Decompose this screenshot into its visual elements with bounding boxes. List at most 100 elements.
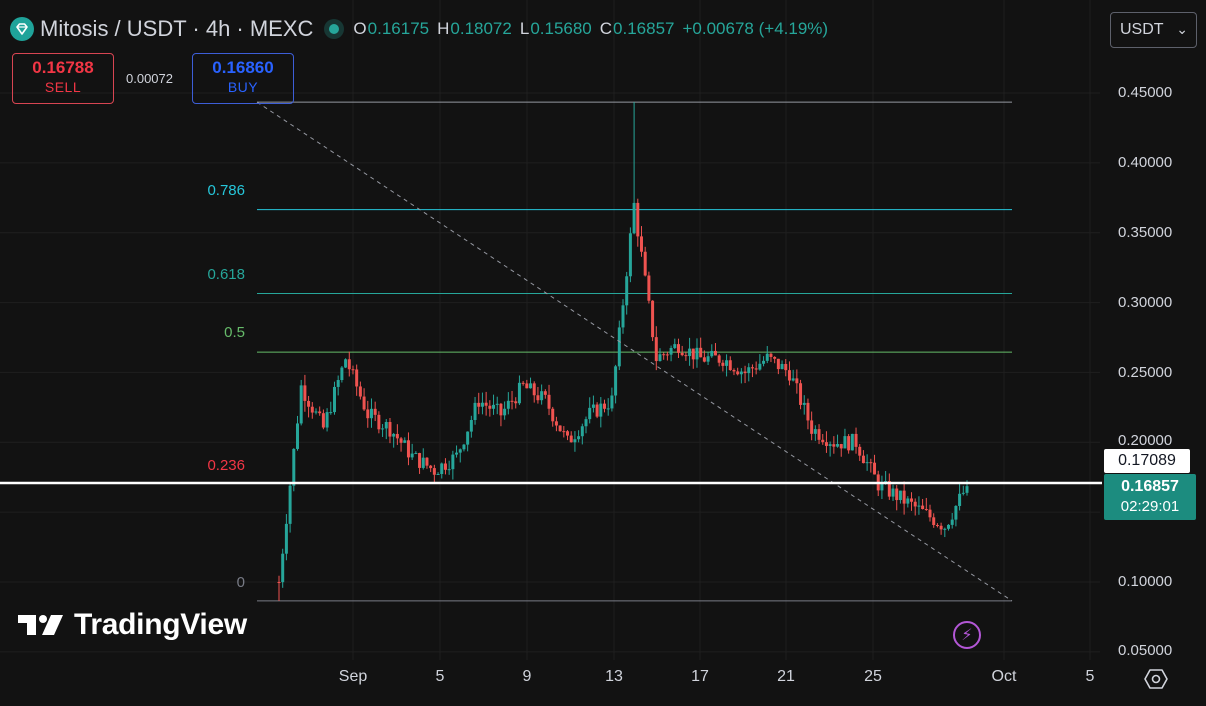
- candle-body: [728, 360, 732, 370]
- price-scale-label: 0.30000: [1118, 294, 1173, 311]
- currency-select[interactable]: USDT ⌄: [1110, 12, 1197, 48]
- candle-body: [843, 436, 847, 449]
- candle-body: [403, 440, 407, 443]
- candle-body: [865, 462, 869, 464]
- fib-label-0: 0: [236, 574, 245, 591]
- candle-body: [462, 444, 466, 450]
- candle-body: [747, 367, 751, 374]
- candle-body: [310, 406, 314, 413]
- candle-body: [902, 490, 906, 504]
- candle-body: [721, 362, 725, 366]
- trend-line: [256, 101, 1013, 602]
- candle-body: [784, 364, 788, 371]
- candle-body: [684, 355, 688, 357]
- candle-body: [850, 433, 854, 451]
- crosshair-price-tag: 0.17089: [1104, 449, 1190, 473]
- candle-body: [873, 462, 877, 475]
- candle-body: [492, 404, 496, 409]
- candle-body: [321, 413, 325, 428]
- price-scale-label: 0.20000: [1118, 432, 1173, 449]
- candle-body: [566, 431, 570, 436]
- candle-body: [813, 429, 817, 434]
- candle-body: [466, 431, 470, 445]
- candle-body: [910, 498, 914, 502]
- lightning-icon[interactable]: ⚡: [953, 621, 981, 649]
- candle-body: [935, 525, 939, 527]
- time-scale-label: 13: [605, 668, 623, 685]
- candle-body: [743, 371, 747, 374]
- candle-body: [418, 453, 422, 468]
- ohlc-change: +0.00678 (+4.19%): [682, 19, 829, 38]
- candle-body: [429, 465, 433, 469]
- candle-body: [891, 488, 895, 497]
- candle-body: [369, 408, 373, 419]
- symbol-title[interactable]: Mitosis / USDT · 4h · MEXC: [40, 16, 314, 41]
- candle-body: [928, 509, 932, 518]
- candle-body: [325, 412, 329, 428]
- ohlc-key: O: [353, 19, 367, 38]
- candle-body: [806, 402, 810, 421]
- candle-body: [603, 403, 607, 409]
- candle-body: [769, 353, 773, 357]
- candle-body: [680, 352, 684, 356]
- candle-body: [503, 408, 507, 416]
- market-open-indicator: [329, 24, 340, 34]
- symbol-header: Mitosis / USDT · 4h · MEXC O 0.16175 H 0…: [10, 14, 836, 44]
- candle-body: [717, 355, 721, 363]
- time-scale-label: 5: [1085, 668, 1095, 685]
- candle-body: [854, 433, 858, 447]
- candle-body: [736, 371, 740, 375]
- candle-body: [898, 490, 902, 501]
- candle-body: [799, 383, 803, 405]
- candle-body: [451, 454, 455, 470]
- candle-body: [617, 327, 621, 367]
- candle-body: [577, 436, 581, 440]
- candle-body: [421, 457, 425, 468]
- candle-body: [847, 436, 851, 451]
- candle-body: [455, 452, 459, 455]
- candle-body: [440, 463, 444, 474]
- candle-body: [332, 386, 336, 413]
- candle-body: [284, 523, 288, 554]
- candle-body: [932, 517, 936, 526]
- candle-body: [762, 360, 766, 364]
- candle-body: [480, 402, 484, 407]
- buy-price: 0.16860: [212, 58, 274, 77]
- spread-value: 0.00072: [126, 71, 173, 86]
- candle-body: [614, 366, 618, 396]
- price-scale-label: 0.10000: [1118, 573, 1173, 590]
- candle-body: [477, 402, 481, 407]
- sell-button[interactable]: 0.16788 SELL: [12, 53, 114, 104]
- candle-body: [662, 354, 666, 356]
- candle-body: [824, 442, 828, 446]
- last-price-tag: 0.16857 02:29:01: [1104, 474, 1196, 520]
- candle-body: [706, 356, 710, 362]
- candle-body: [780, 364, 784, 370]
- candle-body: [858, 446, 862, 456]
- candle-body: [410, 453, 414, 458]
- tradingview-logo[interactable]: TradingView: [16, 608, 247, 642]
- candle-body: [791, 378, 795, 381]
- candle-body: [373, 408, 377, 415]
- sell-label: SELL: [44, 79, 82, 95]
- candle-body: [643, 251, 647, 276]
- time-scale-label: 21: [777, 668, 795, 685]
- candle-body: [773, 356, 777, 359]
- candle-body: [443, 463, 447, 470]
- candle-body: [573, 439, 577, 443]
- time-scale-label: 25: [864, 668, 882, 685]
- sell-price: 0.16788: [32, 58, 94, 77]
- candle-body: [895, 488, 899, 501]
- candle-body: [917, 505, 921, 507]
- candle-body: [921, 505, 925, 510]
- fib-label-05: 0.5: [224, 324, 245, 341]
- candle-body: [458, 449, 462, 453]
- gear-icon[interactable]: [1144, 667, 1168, 691]
- candle-body: [340, 367, 344, 381]
- candle-body: [525, 383, 529, 389]
- buy-label: BUY: [227, 79, 259, 95]
- buy-button[interactable]: 0.16860 BUY: [192, 53, 294, 104]
- candle-body: [702, 357, 706, 362]
